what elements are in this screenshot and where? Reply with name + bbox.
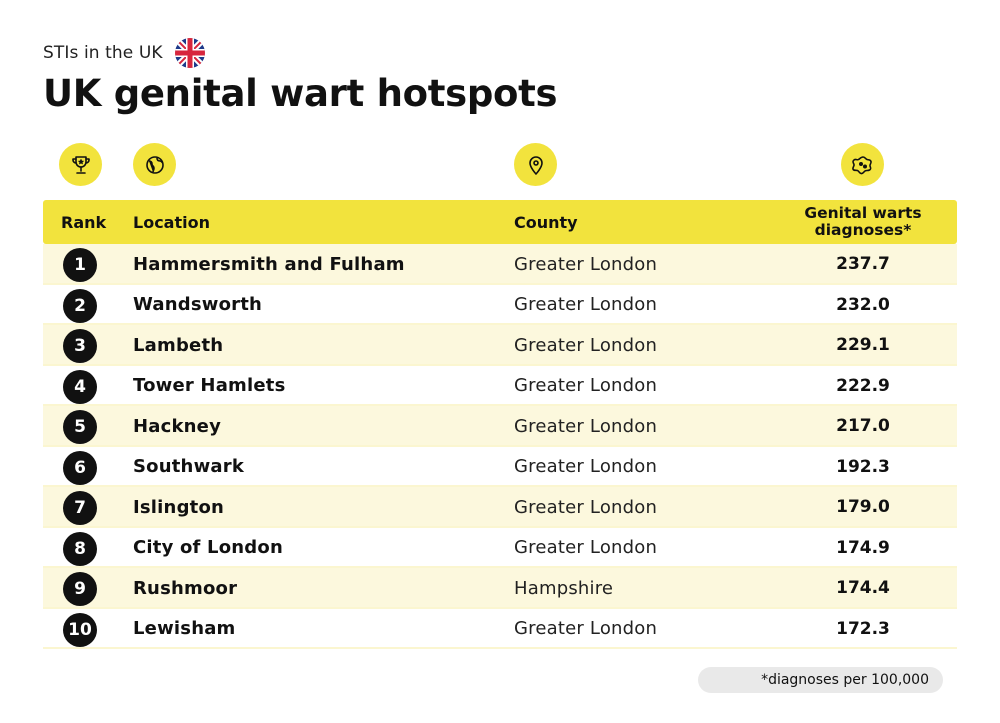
county-cell: Greater London	[514, 456, 658, 477]
rank-badge: 9	[63, 572, 97, 606]
table-row: 5 Hackney Greater London 217.0	[43, 406, 957, 447]
county-cell: Greater London	[514, 253, 658, 275]
table-row: 6 Southwark Greater London 192.3	[43, 447, 957, 487]
county-cell: Greater London	[514, 375, 658, 396]
location-cell: Lambeth	[133, 334, 224, 356]
map-pin-icon	[514, 143, 557, 186]
value-cell: 179.0	[836, 497, 890, 517]
table-row: 3 Lambeth Greater London 229.1	[43, 325, 957, 366]
value-cell: 172.3	[836, 618, 890, 639]
location-cell: Hackney	[133, 415, 222, 437]
location-cell: Tower Hamlets	[133, 375, 286, 396]
location-cell: Islington	[133, 496, 225, 518]
rank-badge: 1	[63, 248, 97, 282]
table-row: 1 Hammersmith and Fulham Greater London …	[43, 244, 957, 285]
header-diagnoses: Genital warts diagnoses*	[804, 204, 922, 239]
county-cell: Greater London	[514, 294, 658, 315]
county-cell: Greater London	[514, 496, 658, 518]
page-title: UK genital wart hotspots	[43, 72, 558, 115]
table-header: Rank Location County Genital warts diagn…	[43, 200, 957, 244]
county-cell: Greater London	[514, 618, 658, 639]
virus-icon	[841, 143, 884, 186]
value-cell: 174.4	[836, 578, 890, 598]
location-cell: Hammersmith and Fulham	[133, 253, 405, 275]
table-row: 9 Rushmoor Hampshire 174.4	[43, 568, 957, 609]
value-cell: 229.1	[836, 335, 890, 355]
county-cell: Hampshire	[514, 577, 614, 599]
location-cell: City of London	[133, 537, 283, 558]
table-body: 1 Hammersmith and Fulham Greater London …	[43, 244, 957, 649]
rank-badge: 10	[63, 612, 97, 647]
uk-flag-icon	[174, 38, 205, 68]
location-cell: Lewisham	[133, 618, 236, 639]
county-cell: Greater London	[514, 537, 658, 558]
table-row: 10 Lewisham Greater London 172.3	[43, 609, 957, 649]
header-location: Location	[133, 212, 210, 232]
location-cell: Southwark	[133, 456, 244, 477]
rank-badge: 2	[63, 288, 97, 323]
header-county: County	[514, 212, 578, 232]
value-cell: 237.7	[836, 254, 890, 274]
table-row: 2 Wandsworth Greater London 232.0	[43, 285, 957, 325]
value-cell: 174.9	[836, 537, 890, 558]
county-cell: Greater London	[514, 334, 658, 356]
rank-badge: 6	[63, 450, 97, 485]
globe-icon	[133, 143, 176, 186]
rank-badge: 3	[63, 329, 97, 363]
table-row: 8 City of London Greater London 174.9	[43, 528, 957, 568]
header-rank: Rank	[61, 212, 107, 232]
value-cell: 192.3	[836, 456, 890, 477]
rank-badge: 8	[63, 531, 97, 566]
rank-badge: 5	[63, 410, 97, 444]
rank-badge: 7	[63, 491, 97, 525]
value-cell: 222.9	[836, 375, 890, 396]
kicker-text: STIs in the UK	[43, 43, 163, 63]
county-cell: Greater London	[514, 415, 658, 437]
trophy-icon	[59, 143, 102, 186]
value-cell: 232.0	[836, 294, 890, 315]
kicker: STIs in the UK	[43, 38, 205, 68]
table-row: 7 Islington Greater London 179.0	[43, 487, 957, 528]
value-cell: 217.0	[836, 416, 890, 436]
footnote: *diagnoses per 100,000	[698, 667, 943, 693]
table-row: 4 Tower Hamlets Greater London 222.9	[43, 366, 957, 406]
rank-badge: 4	[63, 369, 97, 404]
location-cell: Wandsworth	[133, 294, 263, 315]
location-cell: Rushmoor	[133, 577, 238, 599]
